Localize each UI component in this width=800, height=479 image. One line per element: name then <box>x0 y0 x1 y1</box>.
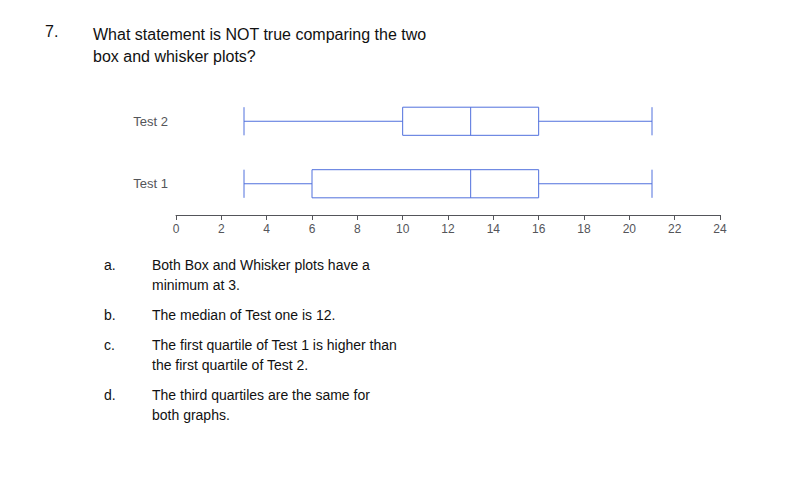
svg-text:b.: b. <box>104 307 116 323</box>
svg-text:d.: d. <box>104 387 116 403</box>
svg-text:The first quartile of Test 1 i: The first quartile of Test 1 is higher t… <box>152 337 397 353</box>
svg-text:18: 18 <box>577 222 591 236</box>
svg-text:Both Box and Whisker plots hav: Both Box and Whisker plots have a <box>152 257 370 273</box>
svg-text:both graphs.: both graphs. <box>152 407 230 423</box>
svg-text:What statement is NOT true com: What statement is NOT true comparing the… <box>93 26 426 43</box>
svg-text:The median of Test one is 12.: The median of Test one is 12. <box>152 307 335 323</box>
svg-text:4: 4 <box>263 222 270 236</box>
svg-text:0: 0 <box>173 222 180 236</box>
svg-text:12: 12 <box>441 222 455 236</box>
svg-text:8: 8 <box>354 222 361 236</box>
svg-text:14: 14 <box>487 222 501 236</box>
svg-text:6: 6 <box>309 222 316 236</box>
svg-text:10: 10 <box>396 222 410 236</box>
svg-text:24: 24 <box>713 222 727 236</box>
svg-text:Test 1: Test 1 <box>133 176 168 191</box>
svg-text:c.: c. <box>104 337 115 353</box>
svg-text:2: 2 <box>218 222 225 236</box>
svg-text:20: 20 <box>623 222 637 236</box>
svg-text:a.: a. <box>104 257 116 273</box>
svg-text:22: 22 <box>668 222 682 236</box>
svg-text:the first quartile of Test 2.: the first quartile of Test 2. <box>152 357 308 373</box>
svg-text:7.: 7. <box>45 23 58 40</box>
svg-text:box and whisker plots?: box and whisker plots? <box>93 48 256 65</box>
svg-text:The third quartiles are the sa: The third quartiles are the same for <box>152 387 370 403</box>
svg-text:minimum at 3.: minimum at 3. <box>152 277 240 293</box>
svg-text:Test 2: Test 2 <box>133 114 168 129</box>
svg-text:16: 16 <box>532 222 546 236</box>
